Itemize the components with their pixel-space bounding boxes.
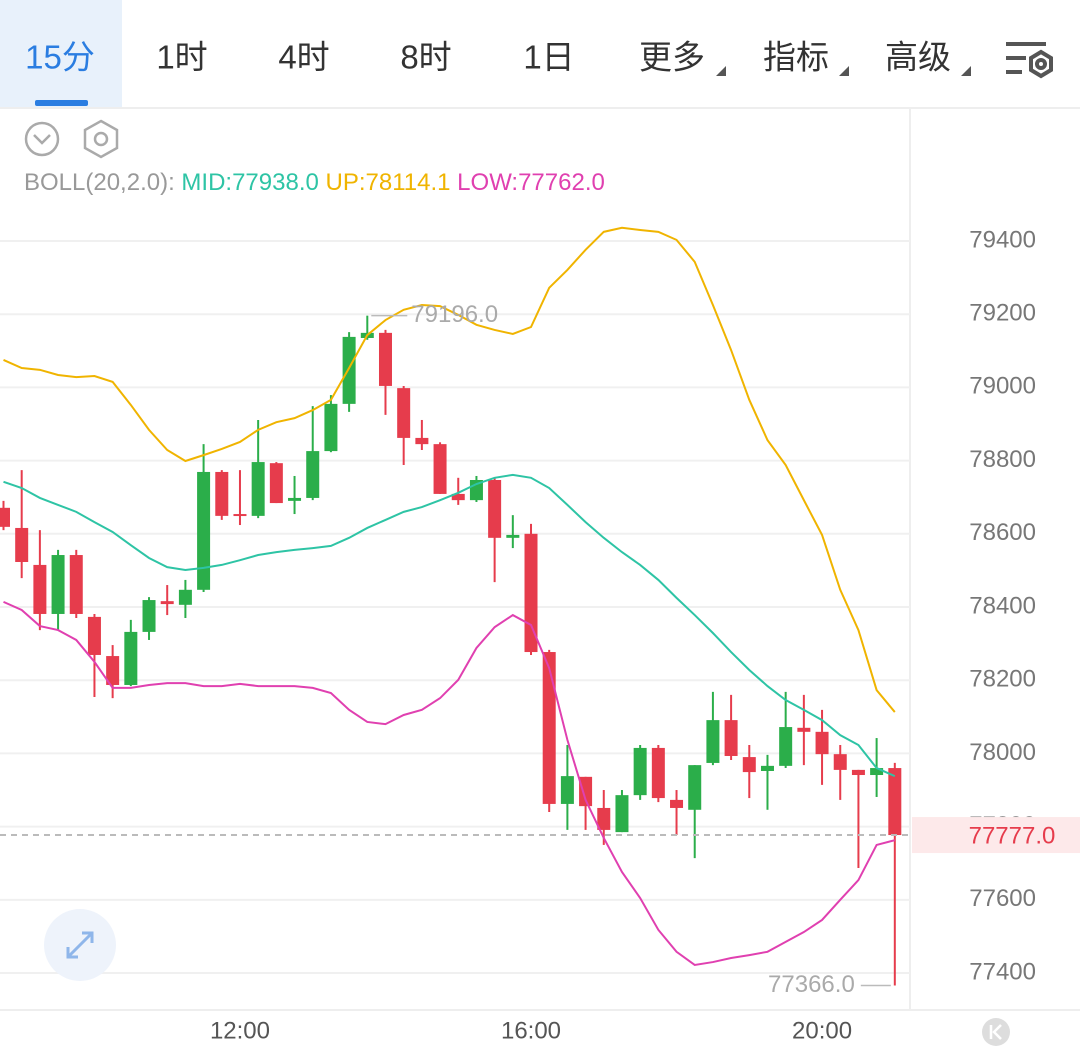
tab[interactable]: 1日 — [523, 39, 574, 76]
plot: 7740077600778007800078200784007860078800… — [0, 226, 1080, 1044]
x-tick-label: 20:00 — [792, 1017, 852, 1044]
collapse-icon[interactable] — [24, 121, 60, 157]
y-tick-label: 77600 — [969, 885, 1036, 912]
indicator-line — [3, 600, 896, 967]
indicator-line — [3, 473, 896, 778]
candle-body — [106, 656, 120, 685]
candle-body — [33, 564, 47, 614]
candle-body — [87, 616, 101, 655]
candle-body — [870, 768, 884, 776]
tab[interactable]: 指标 — [763, 39, 829, 76]
candle-body — [633, 747, 647, 796]
active-tab-indicator — [35, 100, 88, 106]
candle-body — [597, 807, 611, 830]
y-tick-label: 78800 — [969, 446, 1036, 473]
tab[interactable]: 高级 — [885, 39, 951, 76]
candle-body — [0, 507, 10, 527]
x-tick-label: 12:00 — [210, 1017, 270, 1044]
indicator-label: BOLL(20,2.0): — [24, 169, 175, 196]
candle-body — [269, 463, 283, 504]
indicator-line — [3, 226, 896, 713]
y-tick-label: 78600 — [969, 519, 1036, 546]
active-tab-bg — [0, 0, 122, 108]
candle-body — [342, 336, 356, 404]
candle-body — [670, 799, 684, 808]
candle-body — [142, 600, 156, 632]
candle-body — [451, 493, 465, 501]
low-label: 77366.0 — [768, 971, 855, 998]
dropdown-arrows — [716, 66, 971, 76]
candle-body — [488, 480, 502, 538]
y-tick-label: 77400 — [969, 958, 1036, 985]
y-tick-label: 79000 — [969, 373, 1036, 400]
indicator-settings-icon[interactable] — [83, 119, 119, 159]
tab[interactable]: 15分 — [25, 39, 95, 76]
tab[interactable]: 4时 — [278, 39, 329, 76]
y-tick-label: 78200 — [969, 666, 1036, 693]
candle-body — [560, 776, 574, 804]
x-tick-label: 16:00 — [501, 1017, 561, 1044]
candle-body — [815, 731, 829, 755]
candle-body — [397, 388, 411, 438]
candle-body — [506, 534, 520, 538]
candle-body — [251, 462, 265, 516]
candle-body — [724, 720, 738, 756]
candle-body — [542, 652, 556, 804]
y-tick-label: 78400 — [969, 592, 1036, 619]
candle-body — [215, 471, 229, 516]
legend-entry: MID:77938.0 — [181, 169, 318, 196]
indicator-legend: BOLL(20,2.0): MID:77938.0 UP:78114.1 LOW… — [24, 169, 605, 196]
candle-body — [324, 403, 338, 452]
candle-body — [69, 555, 83, 614]
candle-body — [233, 514, 247, 517]
candle-body — [51, 555, 65, 614]
candle-body — [15, 527, 29, 562]
candle-body — [579, 776, 593, 807]
candle-body — [742, 757, 756, 773]
candle-body — [833, 754, 847, 770]
candle-body — [797, 727, 811, 732]
candle-body — [688, 765, 702, 810]
candle-body — [706, 720, 720, 763]
candle-body — [378, 332, 392, 386]
tab[interactable]: 更多 — [639, 39, 705, 76]
candle-body — [615, 795, 629, 833]
last-price-label: 77777.0 — [969, 822, 1056, 849]
legend-entry: LOW:77762.0 — [457, 169, 605, 196]
scroll-latest-button[interactable] — [982, 1018, 1010, 1046]
expand-button[interactable] — [44, 909, 116, 981]
y-tick-label: 78000 — [969, 739, 1036, 766]
high-label: 79196.0 — [411, 301, 498, 328]
candle-body — [306, 451, 320, 498]
candle-body — [651, 747, 665, 799]
settings-icon[interactable] — [1006, 42, 1053, 79]
y-tick-label: 79400 — [969, 226, 1036, 253]
candle-body — [851, 769, 865, 776]
candle-body — [779, 727, 793, 766]
candle-body — [178, 589, 192, 605]
y-tick-label: 79200 — [969, 300, 1036, 327]
candle-body — [888, 768, 902, 836]
candle-body — [288, 497, 302, 501]
candle-body — [760, 765, 774, 771]
tab[interactable]: 8时 — [400, 39, 451, 76]
candle-body — [124, 631, 138, 685]
tab[interactable]: 1时 — [156, 39, 207, 76]
legend-entry: UP:78114.1 — [326, 169, 451, 196]
candle-body — [197, 471, 211, 590]
last-price-tag — [912, 817, 1080, 854]
candle-body — [415, 437, 429, 445]
candle-body — [160, 601, 174, 605]
candle-body — [433, 444, 447, 494]
